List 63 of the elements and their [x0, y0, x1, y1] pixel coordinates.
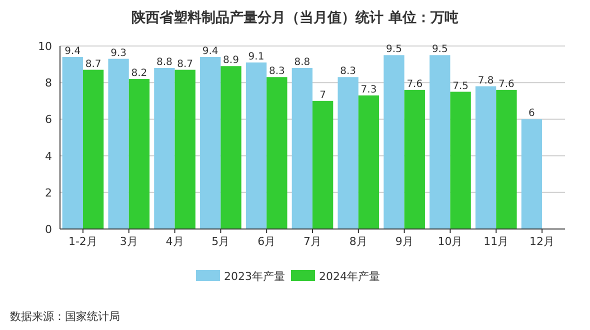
data-label: 7.6	[406, 78, 423, 90]
bar	[312, 100, 334, 229]
y-tick-label: 8	[45, 76, 52, 90]
data-label: 9.5	[386, 44, 402, 56]
x-tick-label: 4月	[166, 235, 184, 248]
data-label: 8.9	[223, 55, 239, 66]
data-label: 8.7	[85, 58, 102, 70]
data-label: 8.3	[340, 66, 356, 78]
y-tick-label: 2	[45, 186, 52, 200]
bar	[154, 68, 175, 229]
data-label: 9.4	[64, 46, 81, 57]
x-tick-label: 7月	[304, 235, 322, 248]
data-label: 7.6	[498, 78, 514, 90]
bar	[220, 66, 242, 229]
data-label: 9.1	[248, 51, 264, 62]
bar	[450, 92, 471, 229]
chart-title: 陕西省塑料制品产量分月（当月值）统计 单位：万吨	[132, 9, 458, 26]
x-tick-label: 5月	[212, 235, 230, 248]
data-label: 8.8	[294, 56, 310, 68]
x-tick-label: 11月	[484, 235, 509, 248]
data-label: 8.3	[268, 66, 285, 78]
legend-label: 2024年产量	[319, 270, 380, 283]
bar	[200, 56, 221, 229]
bar	[430, 55, 450, 229]
data-label: 9.5	[432, 44, 448, 56]
source-note: 数据来源：国家统计局	[10, 310, 120, 323]
bar	[82, 70, 104, 229]
data-label: 9.3	[110, 48, 126, 59]
bar	[521, 119, 542, 229]
x-tick-label: 1-2月	[68, 235, 98, 248]
data-label: 7	[320, 90, 326, 101]
y-tick-label: 6	[45, 113, 52, 126]
bar	[475, 86, 496, 229]
bar	[246, 62, 267, 229]
bar	[128, 78, 150, 229]
y-tick-label: 0	[45, 223, 52, 236]
data-label: 7.8	[478, 75, 494, 86]
bar	[496, 90, 517, 229]
bar	[384, 55, 404, 229]
y-tick-label: 10	[38, 40, 52, 53]
x-tick-label: 6月	[258, 235, 276, 248]
bar	[62, 56, 83, 229]
bar	[338, 77, 358, 229]
bar	[404, 90, 425, 229]
x-tick-label: 3月	[120, 235, 138, 248]
data-label: 6	[528, 108, 535, 120]
bar	[358, 95, 380, 229]
y-tick-label: 4	[45, 150, 52, 163]
x-tick-label: 9月	[395, 235, 414, 248]
data-label: 9.4	[202, 46, 218, 57]
bar	[174, 70, 196, 229]
bar	[108, 58, 129, 229]
data-label: 8.8	[156, 56, 172, 68]
x-tick-label: 10月	[438, 235, 463, 248]
data-label: 8.2	[131, 68, 148, 79]
x-tick-label: 8月	[349, 235, 368, 248]
data-label: 8.7	[177, 58, 194, 70]
bar	[292, 68, 312, 229]
bar	[266, 77, 288, 229]
data-label: 7.3	[360, 84, 377, 96]
x-tick-label: 12月	[530, 235, 555, 248]
legend-label: 2023年产量	[224, 270, 285, 283]
data-label: 7.5	[452, 80, 469, 92]
